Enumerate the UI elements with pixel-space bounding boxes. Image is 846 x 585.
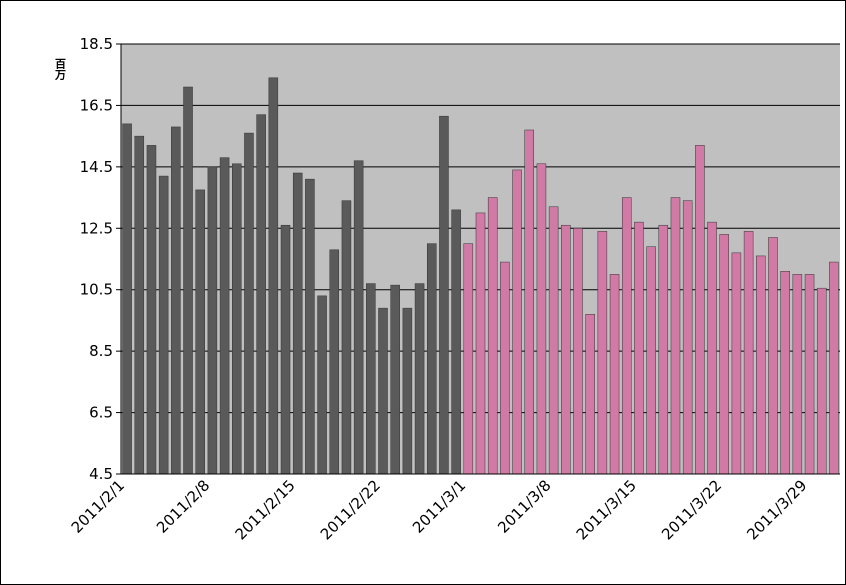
bar: [646, 246, 656, 475]
bar: [232, 163, 242, 475]
bar: [719, 234, 729, 475]
bar: [305, 178, 315, 475]
bar: [682, 200, 693, 475]
bar: [256, 114, 266, 475]
bar: [219, 157, 230, 475]
bar: [134, 135, 145, 475]
bar: [378, 307, 388, 475]
bar: [634, 221, 644, 475]
bar: [329, 249, 340, 475]
bar: [439, 115, 449, 475]
bar: [451, 209, 461, 475]
bar: [390, 284, 400, 475]
bar: [621, 197, 632, 475]
bar: [768, 237, 778, 475]
bar: [292, 172, 303, 475]
bar: [670, 197, 681, 475]
bar: [414, 283, 425, 475]
bar: [695, 145, 705, 475]
y-tick-label: 14.5: [80, 158, 113, 176]
bar: [122, 123, 132, 475]
bar: [573, 228, 583, 475]
bar: [475, 212, 486, 475]
bar: [536, 163, 547, 475]
bar: [341, 200, 352, 475]
bar: [207, 166, 218, 475]
bar: [816, 287, 827, 475]
bar: [463, 243, 474, 475]
bar: [353, 160, 364, 475]
bar: [244, 132, 254, 475]
bar: [609, 274, 620, 475]
bar: [512, 169, 522, 475]
bar: [146, 145, 157, 475]
bar: [366, 283, 376, 475]
bar: [487, 197, 498, 475]
bar: [743, 231, 754, 475]
bar: [756, 255, 766, 475]
bar: [597, 231, 608, 475]
bar: [158, 175, 169, 475]
y-tick-label: 18.5: [80, 35, 113, 53]
bar: [707, 221, 717, 475]
bar: [402, 307, 413, 475]
bar: [195, 189, 205, 475]
bar: [426, 243, 437, 475]
bar: [268, 77, 279, 475]
bar: [280, 224, 291, 475]
bar: [548, 206, 559, 475]
y-unit: 百万: [54, 58, 68, 81]
bar: [561, 224, 571, 475]
bar: [500, 261, 510, 475]
bar: [792, 274, 803, 475]
y-tick-label: 4.5: [89, 465, 113, 483]
bar: [171, 126, 181, 475]
y-tick-label: 8.5: [89, 342, 113, 360]
y-tick-label: 10.5: [80, 281, 113, 299]
bar: [731, 252, 742, 475]
bar: [829, 261, 839, 475]
bar: [524, 129, 535, 475]
bar: [585, 314, 595, 475]
bar: [804, 274, 815, 475]
bar: [183, 86, 193, 475]
y-tick-label: 16.5: [80, 96, 113, 114]
bar: [658, 224, 669, 475]
bar: [780, 271, 790, 475]
y-tick-label: 6.5: [89, 404, 113, 422]
y-tick-label: 12.5: [80, 219, 113, 237]
bar: [317, 295, 327, 475]
